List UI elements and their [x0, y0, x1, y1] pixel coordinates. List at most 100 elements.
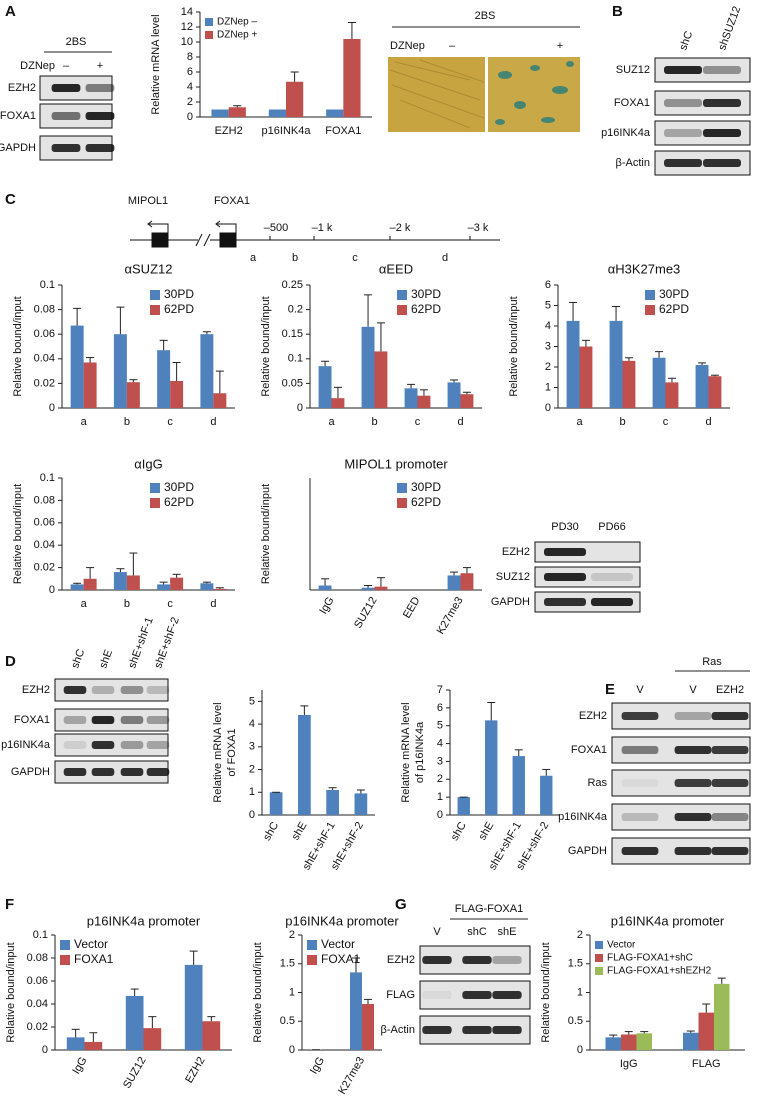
chart-title: p16INK4a promoter	[87, 913, 201, 928]
x-tick-label: IgG	[70, 1055, 89, 1076]
x-tick-label: b	[124, 598, 130, 610]
y-tick-label: 2	[249, 763, 255, 775]
blot-band	[91, 768, 115, 776]
y-tick-label: 0	[545, 402, 551, 414]
y-axis-label: Relative bound/input	[508, 296, 520, 396]
blot-band	[63, 741, 87, 749]
bar	[70, 325, 84, 408]
bar	[200, 334, 214, 408]
legend-swatch	[397, 305, 407, 315]
legend-swatch	[645, 305, 655, 315]
legend-swatch	[60, 940, 70, 950]
bar	[579, 346, 593, 408]
chart-title: p16INK4a promoter	[611, 913, 725, 928]
row-label: Ras	[587, 777, 607, 789]
gene-label: FOXA1	[214, 195, 250, 207]
blot-band	[703, 129, 741, 137]
row-label: FLAG	[386, 989, 415, 1001]
y-tick-label: 1.5	[568, 958, 583, 970]
y-tick-label: 3	[249, 741, 255, 753]
y-tick-label: 5	[249, 695, 255, 707]
blot-band	[674, 847, 712, 855]
row-label: FOXA1	[0, 110, 36, 122]
legend-label: Vector	[607, 940, 636, 951]
x-tick-label: K27me3	[336, 1055, 367, 1096]
blot-band	[711, 746, 749, 754]
y-tick-label: 0.02	[27, 1021, 48, 1033]
bar	[125, 995, 144, 1050]
y-tick-label: 14	[181, 6, 193, 18]
x-tick-label: K27me3	[435, 595, 466, 636]
y-axis-label: Relative mRNA level	[150, 14, 162, 114]
lane-label: PD66	[598, 521, 626, 533]
y-tick-label: 0.04	[34, 539, 55, 551]
y-tick-label: 4	[187, 81, 193, 93]
panel-label: D	[5, 653, 16, 670]
blot-band	[462, 991, 492, 999]
blot-band	[492, 991, 522, 999]
blot-strip	[534, 591, 641, 613]
row-label: EZH2	[8, 82, 36, 94]
blot-band	[621, 779, 659, 787]
lane-label: V	[636, 684, 644, 696]
bar	[457, 797, 470, 815]
blot-band	[544, 573, 586, 581]
x-tick-label: c	[167, 598, 173, 610]
bar	[374, 351, 388, 408]
bar	[636, 1033, 652, 1050]
y-tick-label: 7	[437, 684, 443, 696]
x-tick-label: b	[619, 416, 625, 428]
y-tick-label: 6	[545, 279, 551, 291]
bar	[621, 1034, 637, 1050]
blot-band	[146, 768, 170, 776]
y-tick-label: 2	[545, 361, 551, 373]
bar	[298, 715, 311, 815]
row-label: p16INK4a	[558, 811, 608, 823]
legend-label: 62PD	[164, 302, 194, 316]
blot-band	[711, 813, 749, 821]
bar	[318, 366, 332, 408]
lane-label: shE	[97, 648, 115, 670]
bar	[213, 393, 227, 408]
bar	[417, 395, 431, 408]
bar	[609, 320, 623, 408]
bar	[83, 578, 97, 590]
blot-band	[462, 956, 492, 964]
legend-swatch	[150, 483, 160, 493]
lane-label: shSUZ12	[716, 5, 743, 52]
y-tick-label: 2	[577, 929, 583, 941]
micrograph-header: 2BS	[475, 10, 496, 22]
blot-band	[146, 741, 170, 749]
x-tick-label: EZH2	[183, 1055, 207, 1085]
x-tick-label: c	[663, 416, 669, 428]
blot-band	[51, 84, 81, 92]
y-tick-label: 0.04	[34, 353, 55, 365]
lane-label: shE+shF-2	[152, 616, 182, 670]
y-tick-label: 0	[187, 111, 193, 123]
bar	[170, 380, 184, 408]
chart-title: MIPOL1 promoter	[344, 456, 448, 471]
bar	[343, 39, 361, 117]
row-label: SUZ12	[496, 571, 530, 583]
bar	[540, 775, 553, 815]
blot-band	[621, 813, 659, 821]
y-tick-label: 1	[437, 791, 443, 803]
row-label: FOXA1	[614, 97, 650, 109]
lane-label: V	[433, 926, 441, 938]
y-tick-label: 1	[289, 986, 295, 998]
region-label: d	[442, 252, 448, 264]
y-tick-label: 4	[545, 320, 551, 332]
legend-swatch	[595, 954, 603, 962]
x-tick-label: FOXA1	[325, 125, 361, 137]
blot-band	[85, 112, 115, 120]
panel-label: C	[5, 191, 16, 208]
y-tick-label: 2	[437, 773, 443, 785]
blot-band	[120, 716, 144, 724]
bar	[113, 334, 127, 408]
bar	[70, 584, 84, 590]
bar	[362, 1004, 374, 1050]
blot-band	[91, 741, 115, 749]
blot-band	[674, 779, 712, 787]
blot-band	[91, 716, 115, 724]
legend-label: 62PD	[411, 302, 441, 316]
